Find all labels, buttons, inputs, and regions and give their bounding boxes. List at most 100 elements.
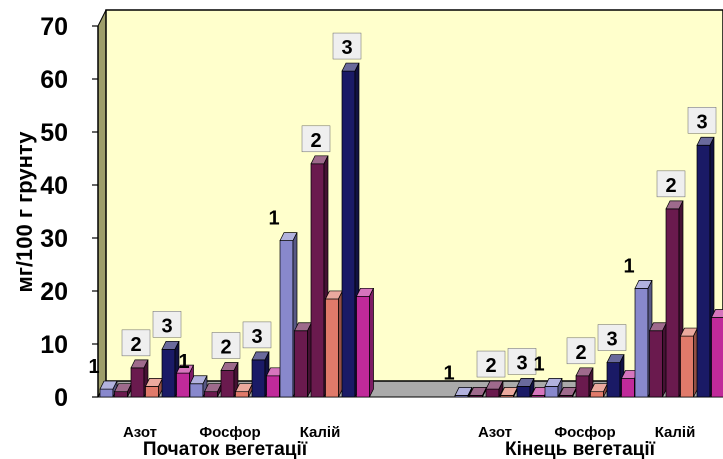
chart-background bbox=[97, 9, 723, 398]
y-axis-title: мг/100 г грунту bbox=[12, 131, 37, 293]
bar-marker: 3 bbox=[242, 321, 272, 349]
x-category-label: Фосфор bbox=[199, 424, 260, 441]
bar-front bbox=[696, 144, 711, 398]
y-tick-label: 30 bbox=[40, 225, 68, 253]
x-category-label: Калій bbox=[300, 424, 341, 441]
back-wall bbox=[105, 9, 723, 382]
marker-box bbox=[597, 324, 627, 351]
bar-marker: 3 bbox=[152, 311, 182, 338]
y-tick-label: 0 bbox=[54, 384, 68, 412]
bar bbox=[544, 378, 563, 398]
bar-front bbox=[606, 362, 621, 398]
bar-front bbox=[235, 391, 249, 398]
side-wall bbox=[97, 9, 107, 398]
marker-label: 3 bbox=[251, 326, 262, 348]
bar bbox=[293, 322, 313, 398]
bar-front bbox=[294, 330, 308, 398]
bar bbox=[485, 380, 504, 398]
bar bbox=[220, 362, 239, 398]
bar-front bbox=[356, 295, 370, 398]
bar-marker-label: 1 bbox=[178, 351, 189, 373]
bar bbox=[710, 309, 723, 398]
bar-side bbox=[369, 288, 374, 398]
y-tick-label: 70 bbox=[40, 13, 68, 41]
marker-label: 3 bbox=[606, 329, 617, 351]
bar-front bbox=[99, 388, 114, 398]
bar-front bbox=[266, 375, 280, 398]
bar-marker: 2 bbox=[211, 332, 241, 359]
marker-box bbox=[507, 348, 537, 375]
bar-layer bbox=[99, 62, 723, 398]
bar-front bbox=[220, 370, 235, 398]
marker-label: 3 bbox=[161, 315, 172, 337]
bar-marker-label: 1 bbox=[623, 255, 634, 277]
bar-front bbox=[590, 391, 604, 398]
bar bbox=[203, 383, 223, 398]
bar bbox=[279, 232, 298, 398]
marker-label: 3 bbox=[341, 37, 352, 59]
x-group-label: Кінець вегетації bbox=[505, 439, 656, 459]
bar bbox=[665, 200, 684, 398]
bar-front bbox=[341, 70, 356, 398]
marker-box bbox=[332, 32, 362, 60]
bar bbox=[355, 287, 375, 398]
bar-front bbox=[621, 378, 635, 398]
marker-box bbox=[566, 337, 596, 365]
x-category-label: Фосфор bbox=[554, 424, 615, 441]
bar bbox=[130, 359, 149, 398]
bar-marker-label: 1 bbox=[268, 208, 279, 230]
bar bbox=[454, 387, 473, 398]
marker-box bbox=[242, 321, 272, 349]
y-tick-label: 60 bbox=[40, 66, 68, 94]
bar-front bbox=[649, 330, 663, 398]
y-tick-label: 40 bbox=[40, 172, 68, 200]
marker-label: 3 bbox=[696, 111, 707, 133]
x-category-label: Азот bbox=[478, 424, 512, 441]
marker-box bbox=[476, 350, 506, 378]
y-tick-label: 20 bbox=[40, 278, 68, 306]
bar-front bbox=[634, 288, 649, 398]
bar-marker: 2 bbox=[301, 125, 331, 153]
marker-label: 2 bbox=[575, 342, 586, 364]
bar-side bbox=[529, 378, 535, 398]
bar-front bbox=[251, 359, 266, 398]
marker-label: 2 bbox=[485, 355, 496, 377]
bar-front bbox=[114, 391, 128, 398]
bar-marker: 2 bbox=[121, 329, 151, 357]
bar-front bbox=[665, 208, 680, 398]
marker-label: 3 bbox=[516, 352, 527, 374]
bar bbox=[620, 370, 640, 398]
marker-box bbox=[121, 329, 151, 357]
bar-side bbox=[498, 380, 504, 398]
bar bbox=[310, 155, 329, 398]
marker-label: 2 bbox=[220, 337, 231, 359]
bar-front bbox=[680, 335, 694, 398]
marker-box bbox=[687, 107, 717, 134]
bar-marker: 3 bbox=[332, 32, 362, 60]
bar-front bbox=[516, 386, 531, 398]
x-category-label: Азот bbox=[123, 424, 157, 441]
bar-marker-label: 1 bbox=[443, 362, 454, 384]
bar-side bbox=[557, 378, 563, 398]
bar-front bbox=[130, 367, 145, 398]
bar-front bbox=[575, 375, 590, 398]
bar-front bbox=[189, 383, 204, 398]
y-tick-label: 50 bbox=[40, 119, 68, 147]
bar-front bbox=[325, 298, 339, 398]
bar-marker: 2 bbox=[656, 170, 686, 198]
bar bbox=[324, 290, 344, 398]
bar-front bbox=[161, 348, 176, 398]
x-category-label: Калій bbox=[655, 424, 696, 441]
bar-front bbox=[279, 240, 294, 398]
bar bbox=[679, 327, 699, 398]
marker-label: 2 bbox=[310, 130, 321, 152]
bar-marker: 3 bbox=[507, 348, 537, 375]
bar bbox=[575, 367, 594, 398]
bar bbox=[516, 378, 535, 398]
bar-marker: 2 bbox=[476, 350, 506, 378]
bar-marker: 2 bbox=[566, 337, 596, 365]
bar-front bbox=[204, 391, 218, 398]
marker-label: 2 bbox=[665, 175, 676, 197]
marker-box bbox=[656, 170, 686, 198]
